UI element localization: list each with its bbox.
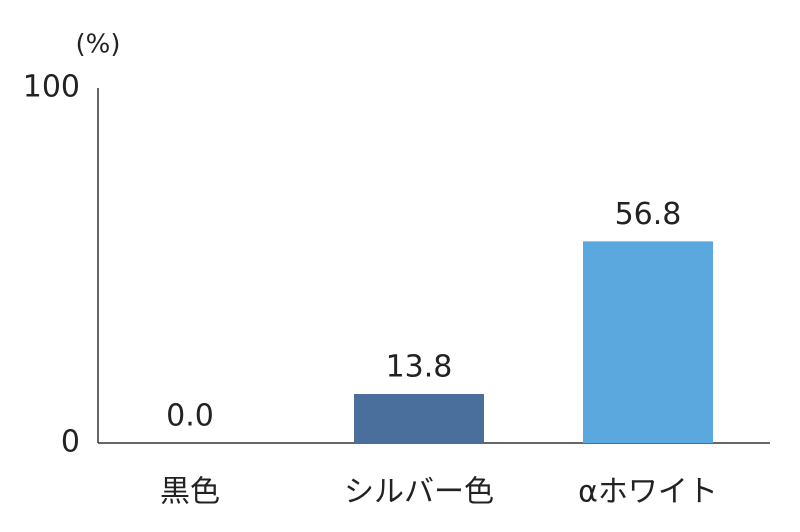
x-tick-label: シルバー色 bbox=[344, 475, 494, 510]
y-tick-label: 100 bbox=[23, 70, 80, 105]
x-tick-label: 黒色 bbox=[160, 475, 220, 510]
x-tick-label: αホワイト bbox=[578, 475, 718, 510]
bar bbox=[354, 394, 484, 443]
bar bbox=[583, 241, 713, 443]
y-tick-label: 0 bbox=[61, 425, 80, 460]
y-axis-label: (%) bbox=[76, 30, 121, 60]
value-label: 56.8 bbox=[615, 197, 682, 232]
value-label: 0.0 bbox=[166, 399, 214, 434]
value-label: 13.8 bbox=[386, 350, 453, 385]
